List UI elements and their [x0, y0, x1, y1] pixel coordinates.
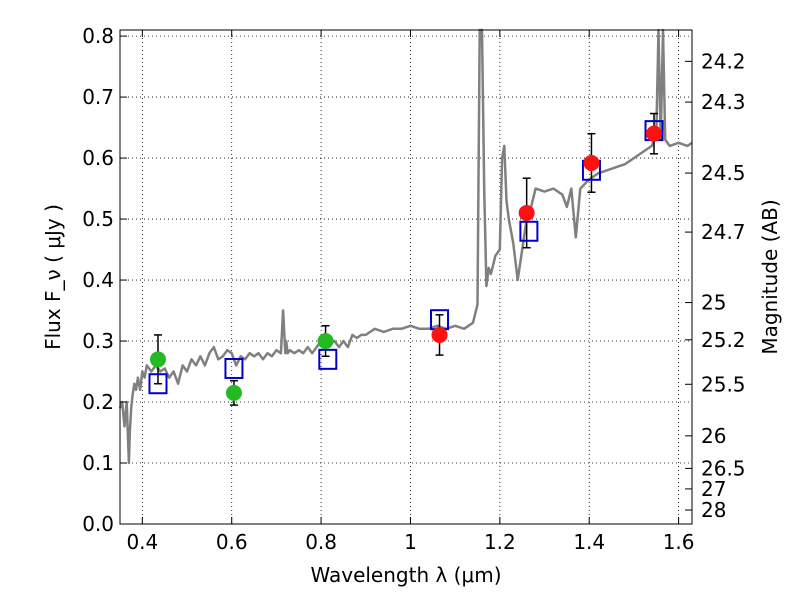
model-square-point [224, 357, 244, 379]
model-square-point [148, 373, 168, 395]
flux-circle-point [518, 204, 535, 221]
y-tick-label: 0.7 [82, 85, 114, 109]
x-tick-label: 1.2 [484, 530, 516, 554]
model-square-point [318, 348, 338, 370]
mag-tick-label: 27 [701, 477, 726, 501]
y-tick-label: 0.5 [82, 207, 114, 231]
y-tick-label: 0.0 [82, 512, 114, 536]
spectrum-line [118, 28, 693, 465]
x-tick-label: 1.6 [663, 530, 695, 554]
y-axis-label: Flux F_ν ( μJy ) [41, 204, 65, 350]
mag-tick-label: 25.2 [701, 328, 746, 352]
x-tick-label: 0.8 [305, 530, 337, 554]
y-tick-label: 0.8 [82, 24, 114, 48]
mag-tick-label: 24.7 [701, 220, 746, 244]
grid-lines [120, 30, 692, 525]
data-markers [148, 120, 664, 401]
spectrum-series [118, 28, 693, 465]
y-tick-label: 0.4 [82, 268, 114, 292]
axis-ticks: 0.4 0.6 0.8 1 1.2 1.4 1.6 0.0 0.1 0.2 0.3 0.4 0.5 0.6… [82, 24, 745, 554]
model-square-point [519, 220, 539, 242]
mag-tick-label: 24.2 [701, 49, 746, 73]
mag-tick-label: 28 [701, 498, 726, 522]
y-tick-label: 0.3 [82, 329, 114, 353]
mag-tick-label: 26.5 [701, 456, 746, 480]
y-tick-label: 0.6 [82, 146, 114, 170]
y-tick-label: 0.2 [82, 390, 114, 414]
x-tick-label: 0.6 [216, 530, 248, 554]
x-tick-label: 0.4 [126, 530, 158, 554]
flux-circle-point [149, 351, 166, 368]
mag-tick-label: 25 [701, 291, 726, 315]
flux-circle-point [583, 154, 600, 171]
x-tick-label: 1 [404, 530, 417, 554]
error-bars [153, 112, 659, 406]
y2-axis-label: Magnitude (AB) [758, 199, 782, 354]
y-tick-label: 0.1 [82, 451, 114, 475]
mag-tick-label: 24.3 [701, 90, 746, 114]
flux-circle-point [646, 125, 663, 142]
mag-tick-label: 24.5 [701, 161, 746, 185]
plot-frame [119, 29, 693, 525]
flux-circle-point [431, 326, 448, 343]
mag-tick-label: 26 [701, 424, 726, 448]
mag-tick-label: 25.5 [701, 372, 746, 396]
x-tick-label: 1.4 [573, 530, 605, 554]
flux-circle-point [225, 384, 242, 401]
flux-circle-point [317, 333, 334, 350]
x-axis-label: Wavelength λ (μm) [310, 563, 501, 587]
